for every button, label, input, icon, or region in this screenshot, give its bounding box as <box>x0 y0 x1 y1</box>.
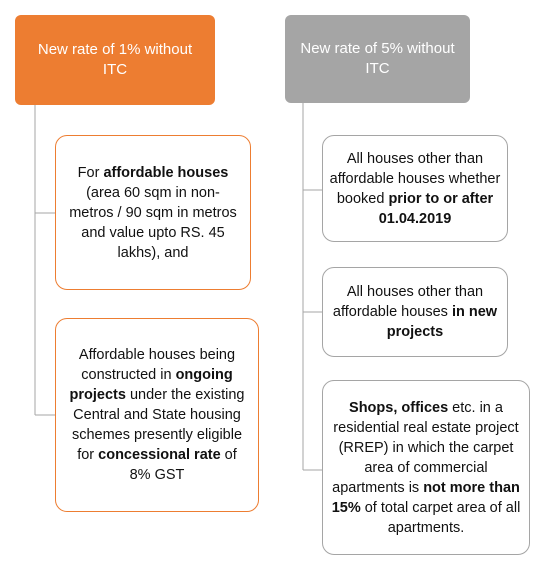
bold-text: prior to or after 01.04.2019 <box>378 190 494 227</box>
text: Affordable houses being constructed in <box>78 347 236 383</box>
text-box: Affordable houses being constructed in o… <box>55 318 259 512</box>
bold-text: in new projects <box>386 304 498 340</box>
text: (area 60 sqm in non-metros / 90 sqm in m… <box>69 184 237 261</box>
box-text: All houses other than affordable houses … <box>329 282 501 342</box>
box-text: Affordable houses being constructed in o… <box>66 345 248 485</box>
text: under the existing Central and State hou… <box>71 387 245 463</box>
text-box: For affordable houses (area 60 sqm in no… <box>55 135 251 290</box>
bold-text: not more than 15% <box>331 479 520 516</box>
text-box: Shops, offices etc. in a residential rea… <box>322 380 530 555</box>
box-text: All houses other than affordable houses … <box>329 149 501 229</box>
header-box: New rate of 5% without ITC <box>285 15 470 103</box>
text: For <box>77 164 104 181</box>
text: of 8% GST <box>129 447 237 483</box>
box-text: For affordable houses (area 60 sqm in no… <box>66 163 240 263</box>
bold-text: concessional rate <box>98 447 221 463</box>
text: All houses other than affordable houses … <box>329 150 501 207</box>
connector <box>34 105 55 416</box>
connector <box>302 103 322 471</box>
text: All houses other than affordable houses <box>332 284 484 320</box>
box-text: Shops, offices etc. in a residential rea… <box>331 398 521 538</box>
bold-text: affordable houses <box>103 164 229 181</box>
text-box: All houses other than affordable houses … <box>322 135 508 242</box>
text: etc. in a residential real estate projec… <box>332 399 519 496</box>
header-box: New rate of 1% without ITC <box>15 15 215 105</box>
bold-text: Shops, offices <box>349 399 449 416</box>
bold-text: ongoing projects <box>69 367 233 403</box>
text-box: All houses other than affordable houses … <box>322 267 508 357</box>
text: of total carpet area of all apartments. <box>360 499 521 536</box>
